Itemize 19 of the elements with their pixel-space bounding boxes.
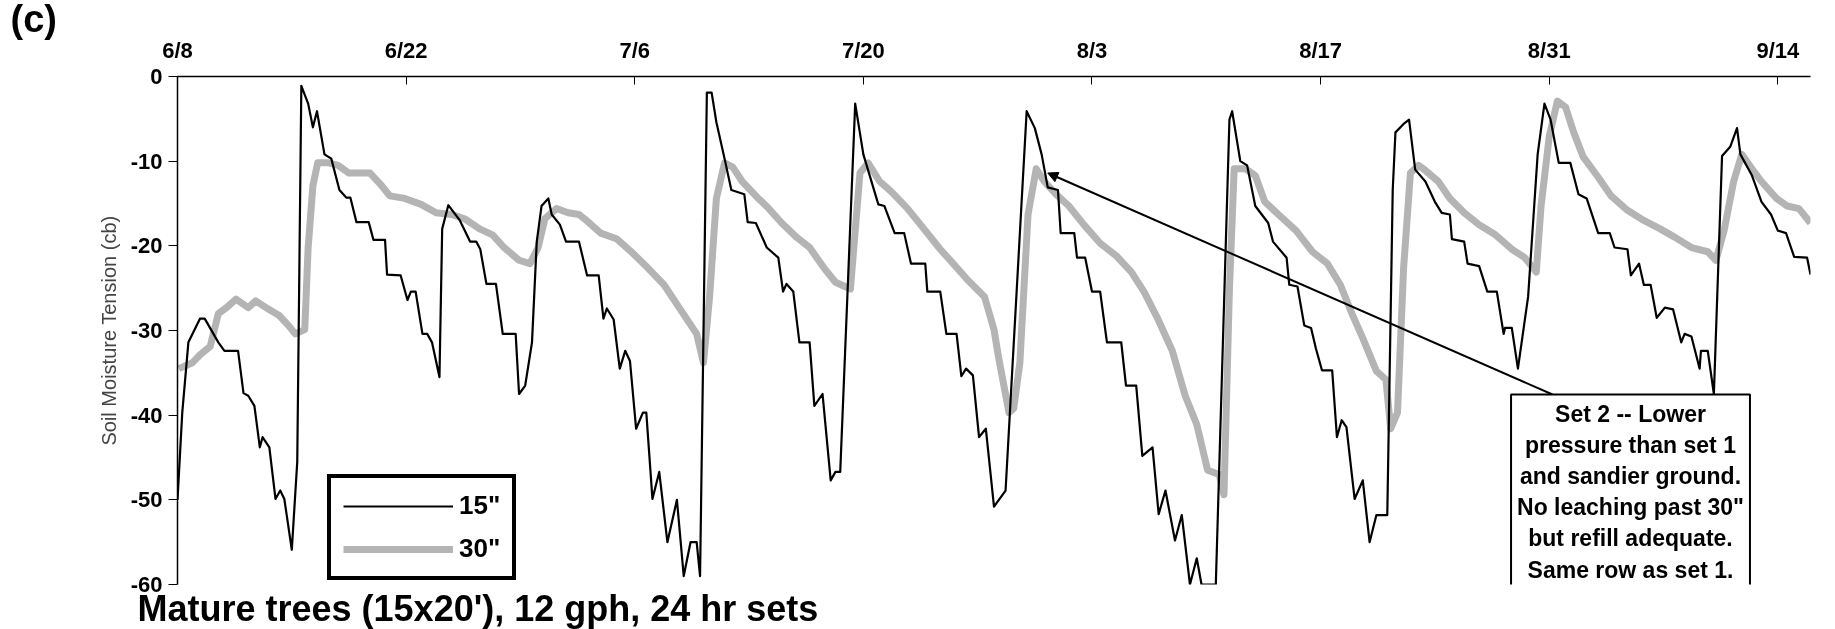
x-tick-label: 6/8 [162, 37, 193, 63]
legend-label: 30" [459, 533, 501, 564]
x-tick-label: 7/20 [841, 37, 885, 63]
x-tick-label: 8/31 [1527, 37, 1571, 63]
legend-label: 15" [459, 490, 501, 521]
x-tick-label: 8/17 [1299, 37, 1343, 63]
y-tick-label: 0 [150, 64, 163, 89]
y-tick-label: -40 [130, 402, 163, 428]
x-tick-label: 6/22 [384, 37, 428, 63]
annotation: Set 2 -- Lower pressure than set 1 and sandier ground. No leaching past 30" but refill adequate. Same row as set 1. [1517, 400, 1744, 583]
y-tick-label: -30 [130, 318, 163, 343]
y-tick-label: -20 [130, 233, 163, 259]
x-tick-label: 7/6 [619, 37, 651, 63]
y-axis-title: Soil Moisture Tension (cb) [97, 215, 120, 446]
x-tick-label: 9/14 [1756, 37, 1801, 63]
y-tick-label: -10 [130, 148, 163, 174]
x-tick-label: 8/3 [1076, 37, 1108, 63]
chart-title: (c) [10, 0, 57, 40]
y-tick-label: -50 [130, 487, 163, 513]
